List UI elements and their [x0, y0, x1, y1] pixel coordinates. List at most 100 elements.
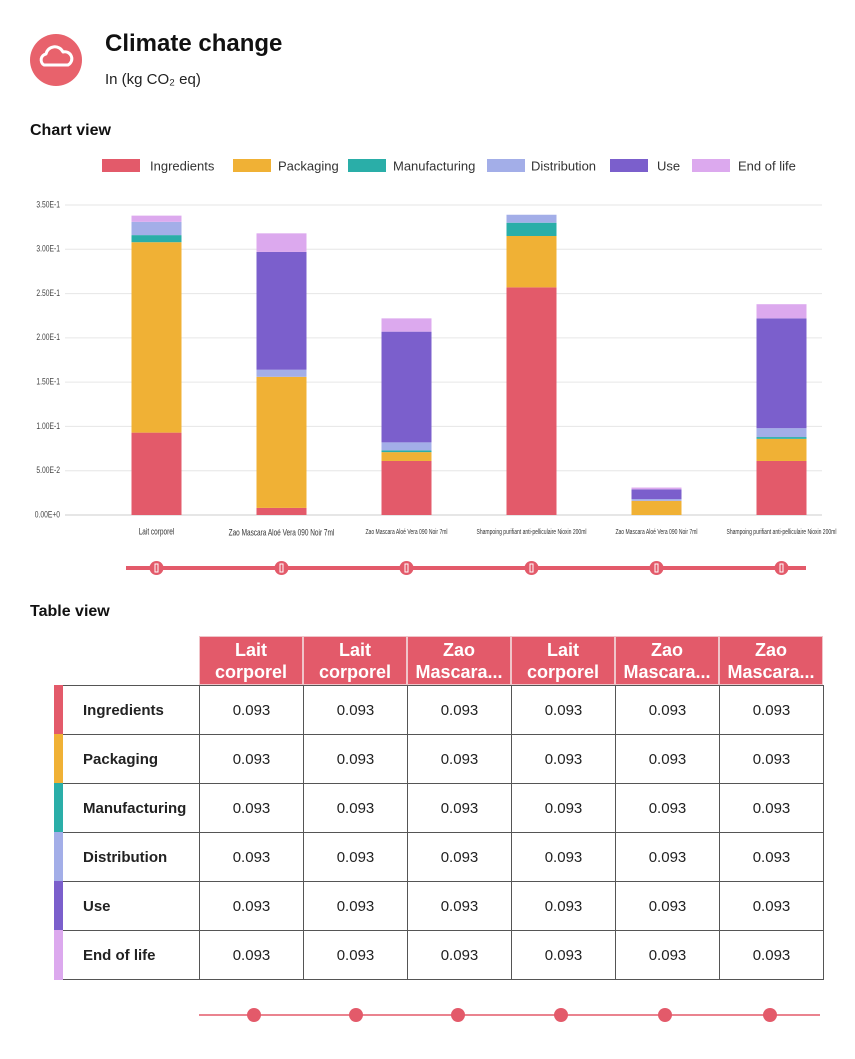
table-cell: 0.093	[407, 783, 512, 833]
bar-segment	[256, 507, 307, 515]
bar-segment	[381, 450, 432, 453]
x-tick-label: Shampoing purifiant anti-pelliculaire Ni…	[726, 528, 836, 536]
scroll-dot	[399, 561, 414, 575]
table-cell: 0.093	[407, 832, 512, 882]
section-title: Chart view	[30, 122, 111, 139]
row-color	[54, 881, 63, 931]
legend-swatch	[348, 159, 386, 172]
bar-segment	[756, 428, 807, 438]
bar-segment	[381, 318, 432, 332]
bar-segment	[131, 235, 182, 243]
table-cell: 0.093	[719, 930, 824, 980]
table-cell: 0.093	[511, 832, 616, 882]
legend-swatch	[692, 159, 730, 172]
table-cell: 0.093	[199, 685, 304, 735]
bar-segment	[131, 432, 182, 515]
table-cell: 0.093	[615, 734, 720, 784]
bar-segment	[631, 487, 682, 490]
table-cell: 0.093	[199, 734, 304, 784]
scroll-dot	[274, 561, 289, 575]
scroll-dot-icon	[779, 563, 784, 573]
column-header: Zao Mascara...	[719, 636, 823, 685]
bar-segment	[756, 304, 807, 319]
row-color	[54, 685, 63, 735]
y-tick-label: 0.00E+0	[35, 509, 61, 519]
table-cell: 0.093	[719, 734, 824, 784]
y-tick-label: 2.50E-1	[36, 288, 60, 298]
logo	[30, 34, 82, 86]
chart: Ingredients Packaging Manufacturing Distrib…	[35, 158, 837, 575]
bar-segment	[381, 331, 432, 443]
bar-segment	[256, 233, 307, 252]
bar-segment	[131, 242, 182, 433]
bar-segment	[756, 460, 807, 515]
table-cell: 0.093	[303, 685, 408, 735]
legend-swatch	[610, 159, 648, 172]
x-tick-label: Zao Mascara Aloé Vera 090 Noir 7ml	[615, 528, 697, 536]
scroll-dot-icon	[154, 563, 159, 573]
row-label: Use	[54, 881, 200, 931]
bar-segment	[131, 221, 182, 236]
table-cell: 0.093	[199, 881, 304, 931]
row-color	[54, 832, 63, 882]
table-cell: 0.093	[615, 783, 720, 833]
table-cell: 0.093	[303, 881, 408, 931]
table-cell: 0.093	[719, 783, 824, 833]
table-cell: 0.093	[407, 881, 512, 931]
row-label: Ingredients	[54, 685, 200, 735]
bar-segment	[506, 236, 557, 288]
row-label: Distribution	[54, 832, 200, 882]
scroll-dot	[774, 561, 789, 575]
bar-segment	[506, 222, 557, 236]
table-cell: 0.093	[615, 685, 720, 735]
column-header: Lait corporel	[199, 636, 303, 685]
scroll-dot-icon	[654, 563, 659, 573]
bar-segment	[131, 215, 182, 222]
y-tick-label: 3.50E-1	[36, 199, 60, 209]
table-cell: 0.093	[303, 832, 408, 882]
table-cell: 0.093	[303, 783, 408, 833]
table-cell: 0.093	[615, 881, 720, 931]
chart-scrollbar[interactable]	[126, 561, 806, 575]
bar-segment	[631, 500, 682, 515]
table-cell: 0.093	[303, 930, 408, 980]
column-header: Lait corporel	[511, 636, 615, 685]
legend-label: End of life	[738, 158, 796, 173]
column-header: Lait corporel	[303, 636, 407, 685]
table-cell: 0.093	[719, 832, 824, 882]
section-title: Table view	[30, 603, 110, 620]
table-cell: 0.093	[719, 685, 824, 735]
legend-swatch	[102, 159, 140, 172]
table-cell: 0.093	[511, 783, 616, 833]
y-tick-label: 2.00E-1	[36, 332, 60, 342]
legend-swatch	[233, 159, 271, 172]
table-scrollbar[interactable]	[190, 1003, 830, 1029]
table-cell: 0.093	[615, 930, 720, 980]
legend-label: Use	[657, 158, 680, 173]
scroll-dot-icon	[529, 563, 534, 573]
legend-label: Distribution	[531, 158, 596, 173]
bar-segment	[506, 287, 557, 515]
y-tick-label: 1.00E-1	[36, 421, 60, 431]
bar-segment	[381, 460, 432, 515]
scroll-dot-icon	[279, 563, 284, 573]
table-cell: 0.093	[407, 734, 512, 784]
table-cell: 0.093	[303, 734, 408, 784]
bar-segment	[756, 318, 807, 429]
legend-label: Manufacturing	[393, 158, 475, 173]
y-tick-label: 3.00E-1	[36, 244, 60, 254]
x-tick-label: Shampoing purifiant anti-pelliculaire Ni…	[476, 528, 586, 536]
table-cell: 0.093	[511, 930, 616, 980]
column-header: Zao Mascara...	[407, 636, 511, 685]
table-cell: 0.093	[199, 783, 304, 833]
subtitle: In (kg CO₂ eq)	[105, 71, 201, 88]
column-header: Zao Mascara...	[615, 636, 719, 685]
bar-segment	[631, 499, 682, 501]
scroll-dot	[649, 561, 664, 575]
row-label: End of life	[54, 930, 200, 980]
table-cell: 0.093	[199, 832, 304, 882]
bar-segment	[256, 369, 307, 377]
table-cell: 0.093	[511, 685, 616, 735]
x-tick-label: Lait corporel	[139, 526, 175, 536]
scroll-dot	[524, 561, 539, 575]
